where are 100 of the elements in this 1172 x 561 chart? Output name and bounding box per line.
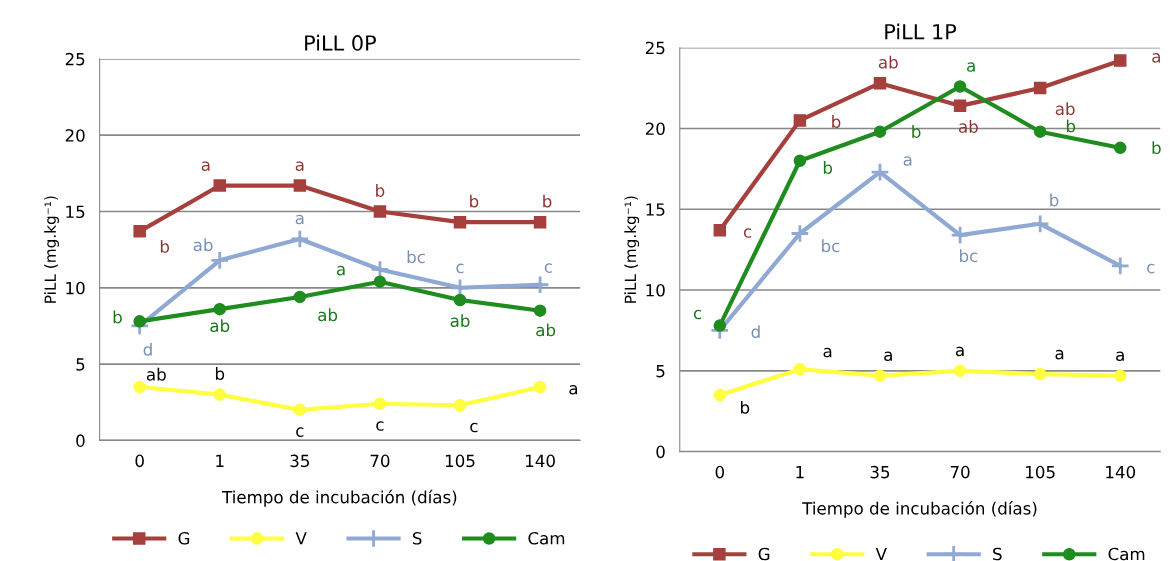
point <box>133 315 146 328</box>
data-label: ab <box>193 238 213 252</box>
data-label: ab <box>536 323 556 337</box>
point <box>1030 214 1050 234</box>
y-tick-label: 5 <box>656 365 665 378</box>
point <box>873 76 887 90</box>
data-label: c <box>693 309 702 320</box>
x-tick-label: 105 <box>1026 465 1055 479</box>
point <box>1033 367 1047 381</box>
x-tick-label: 35 <box>290 454 309 468</box>
chart-title: PiLL 0P <box>305 34 376 51</box>
data-label: b <box>376 183 385 197</box>
point <box>290 229 310 249</box>
data-label: bc <box>407 250 425 264</box>
data-label: a <box>1116 351 1124 362</box>
point <box>533 304 547 317</box>
point <box>133 225 146 238</box>
data-label: a <box>903 156 912 166</box>
point <box>373 397 387 411</box>
data-label: a <box>295 161 304 171</box>
x-tick-label: 1 <box>216 454 224 467</box>
point <box>1113 369 1127 382</box>
point <box>213 179 227 192</box>
point <box>953 99 967 113</box>
data-label: c <box>743 228 752 238</box>
data-label: ab <box>878 55 898 69</box>
x-tick-label: 0 <box>715 465 724 479</box>
point <box>453 215 467 229</box>
data-label: ab <box>210 319 230 333</box>
data-label: a <box>336 265 345 276</box>
point <box>870 162 890 182</box>
point <box>1033 81 1047 95</box>
y-tick-label: 0 <box>76 434 85 447</box>
data-label: ab <box>450 314 470 328</box>
y-axis-title: PiLL (mg.kg⁻¹) <box>624 196 640 303</box>
point <box>293 403 307 417</box>
x-tick-label: 140 <box>526 454 555 468</box>
point <box>373 275 387 288</box>
data-label: c <box>1147 263 1155 274</box>
chart-title: PiLL 1P <box>885 23 957 40</box>
x-tick-label: 1 <box>796 466 804 479</box>
data-label: c <box>296 427 304 437</box>
data-label: b <box>160 239 170 253</box>
point <box>293 179 307 192</box>
data-label: b <box>113 310 122 324</box>
x-tick-label: 105 <box>445 454 475 468</box>
data-label: ab <box>1055 102 1075 116</box>
data-label: d <box>751 325 760 339</box>
x-tick-label: 70 <box>370 454 390 468</box>
y-tick-label: 15 <box>646 203 665 216</box>
data-label: c <box>544 263 552 273</box>
point <box>1033 125 1047 138</box>
y-tick-label: 5 <box>76 358 85 371</box>
y-tick-label: 0 <box>656 445 665 459</box>
point <box>953 80 967 93</box>
legend-label: Cam <box>1108 547 1145 561</box>
legend-label: Cam <box>528 531 565 545</box>
point <box>793 362 807 376</box>
data-label: a <box>823 347 832 358</box>
data-label: a <box>1152 53 1160 63</box>
data-label: b <box>1066 119 1076 133</box>
x-tick-label: 0 <box>135 454 144 468</box>
legend-label: G <box>178 531 190 545</box>
point <box>533 380 547 394</box>
data-label: b <box>832 115 841 128</box>
point <box>1113 141 1127 155</box>
data-label: a <box>884 351 892 362</box>
point <box>373 205 387 218</box>
point <box>293 290 307 304</box>
point <box>453 293 467 307</box>
data-label: b <box>215 367 225 380</box>
y-tick-label: 10 <box>66 281 85 295</box>
x-axis-title: Tiempo de incubación (días) <box>802 501 1037 518</box>
data-label: b <box>470 194 479 208</box>
x-axis-title: Tiempo de incubación (días) <box>222 489 457 507</box>
data-label: b <box>1152 141 1161 155</box>
point <box>133 380 146 394</box>
data-label: a <box>1055 349 1064 360</box>
data-label: ab <box>318 308 338 322</box>
data-label: b <box>823 161 833 174</box>
y-tick-label: 25 <box>65 52 85 66</box>
data-label: a <box>569 385 578 395</box>
data-label: b <box>1050 193 1059 207</box>
legend-label: S <box>993 547 1002 561</box>
data-label: a <box>295 214 304 225</box>
data-label: c <box>376 421 384 431</box>
x-tick-label: 140 <box>1106 465 1136 479</box>
data-label: d <box>143 342 152 356</box>
y-tick-label: 15 <box>66 205 85 219</box>
data-label: bc <box>960 249 978 263</box>
legend-label: S <box>412 531 422 545</box>
point <box>713 224 727 237</box>
point <box>793 154 807 168</box>
point <box>790 223 810 244</box>
point <box>533 215 547 229</box>
data-label: b <box>741 400 750 414</box>
legend-label: V <box>295 532 307 545</box>
x-tick-label: 70 <box>950 465 970 479</box>
y-tick-label: 25 <box>645 41 665 55</box>
point <box>713 319 727 332</box>
